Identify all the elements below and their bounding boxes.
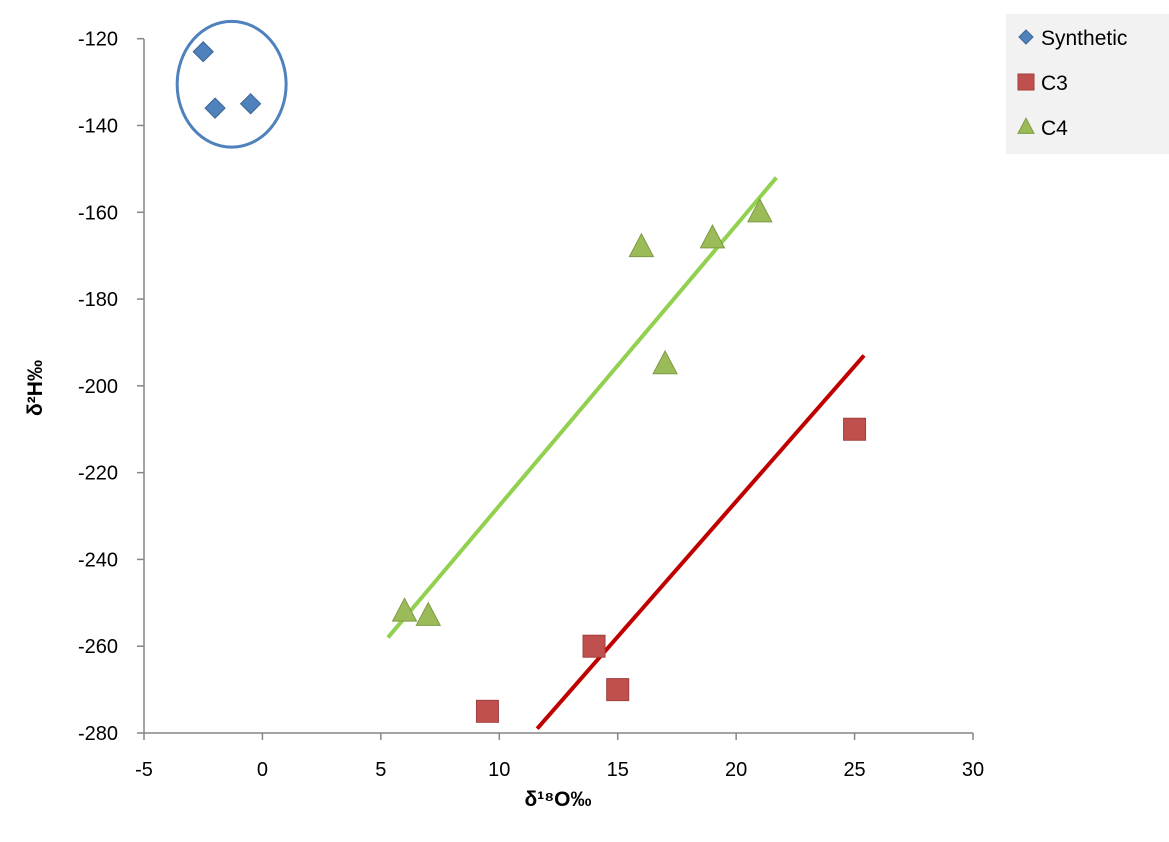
legend: Synthetic C3 C4 [1006, 14, 1169, 154]
x-axis-title: δ¹⁸O‰ [525, 788, 592, 811]
y-tick-label: -120 [78, 29, 118, 51]
y-tick-label: -180 [78, 289, 118, 311]
legend-label-synthetic: Synthetic [1041, 27, 1127, 50]
point-c3 [475, 699, 499, 723]
point-synthetic [192, 41, 214, 63]
x-tick-label: 0 [257, 759, 268, 781]
legend-marker-c4 [1017, 117, 1035, 134]
point-c3 [606, 678, 630, 702]
x-ticks: -5 0 5 10 15 20 25 30 [135, 733, 984, 781]
x-tick-label: 10 [488, 759, 510, 781]
x-tick-label: 25 [843, 759, 865, 781]
y-tick-label: -260 [78, 636, 118, 658]
legend-marker-c3 [1017, 73, 1035, 91]
annotations [175, 19, 288, 149]
point-c4 [415, 601, 442, 626]
point-c4 [699, 224, 726, 249]
trendlines [386, 176, 866, 730]
trendline-c3 [535, 354, 866, 730]
point-c4 [391, 597, 418, 622]
x-tick-label: -5 [135, 759, 153, 781]
x-tick-label: 5 [375, 759, 386, 781]
legend-marker-synthetic [1018, 29, 1034, 45]
y-ticks: -280 -260 -240 -220 -200 -180 -160 -140 -120 [78, 29, 144, 745]
synthetic-cluster-ellipse [175, 19, 288, 149]
y-tick-label: -160 [78, 202, 118, 224]
y-tick-label: -280 [78, 723, 118, 745]
point-c4 [628, 232, 655, 258]
y-axis-title: δ²H‰ [24, 360, 47, 416]
legend-label-c4: C4 [1041, 117, 1068, 140]
trendline-c4 [386, 176, 778, 639]
y-tick-label: -220 [78, 463, 118, 485]
point-c3 [843, 417, 867, 441]
x-tick-label: 15 [607, 759, 629, 781]
point-synthetic [204, 97, 226, 119]
y-tick-label: -140 [78, 115, 118, 137]
legend-label-c3: C3 [1041, 72, 1068, 95]
point-c4 [747, 197, 773, 223]
markers [192, 41, 867, 723]
x-tick-label: 30 [962, 759, 984, 781]
y-tick-label: -200 [78, 376, 118, 398]
point-c3 [582, 634, 606, 658]
axes: -5 0 5 10 15 20 25 30 -280-260-240-220-200-180-… [78, 29, 984, 781]
point-c4 [652, 349, 678, 375]
y-tick-label: -240 [78, 549, 118, 571]
x-tick-label: 20 [725, 759, 747, 781]
point-synthetic [239, 93, 262, 115]
